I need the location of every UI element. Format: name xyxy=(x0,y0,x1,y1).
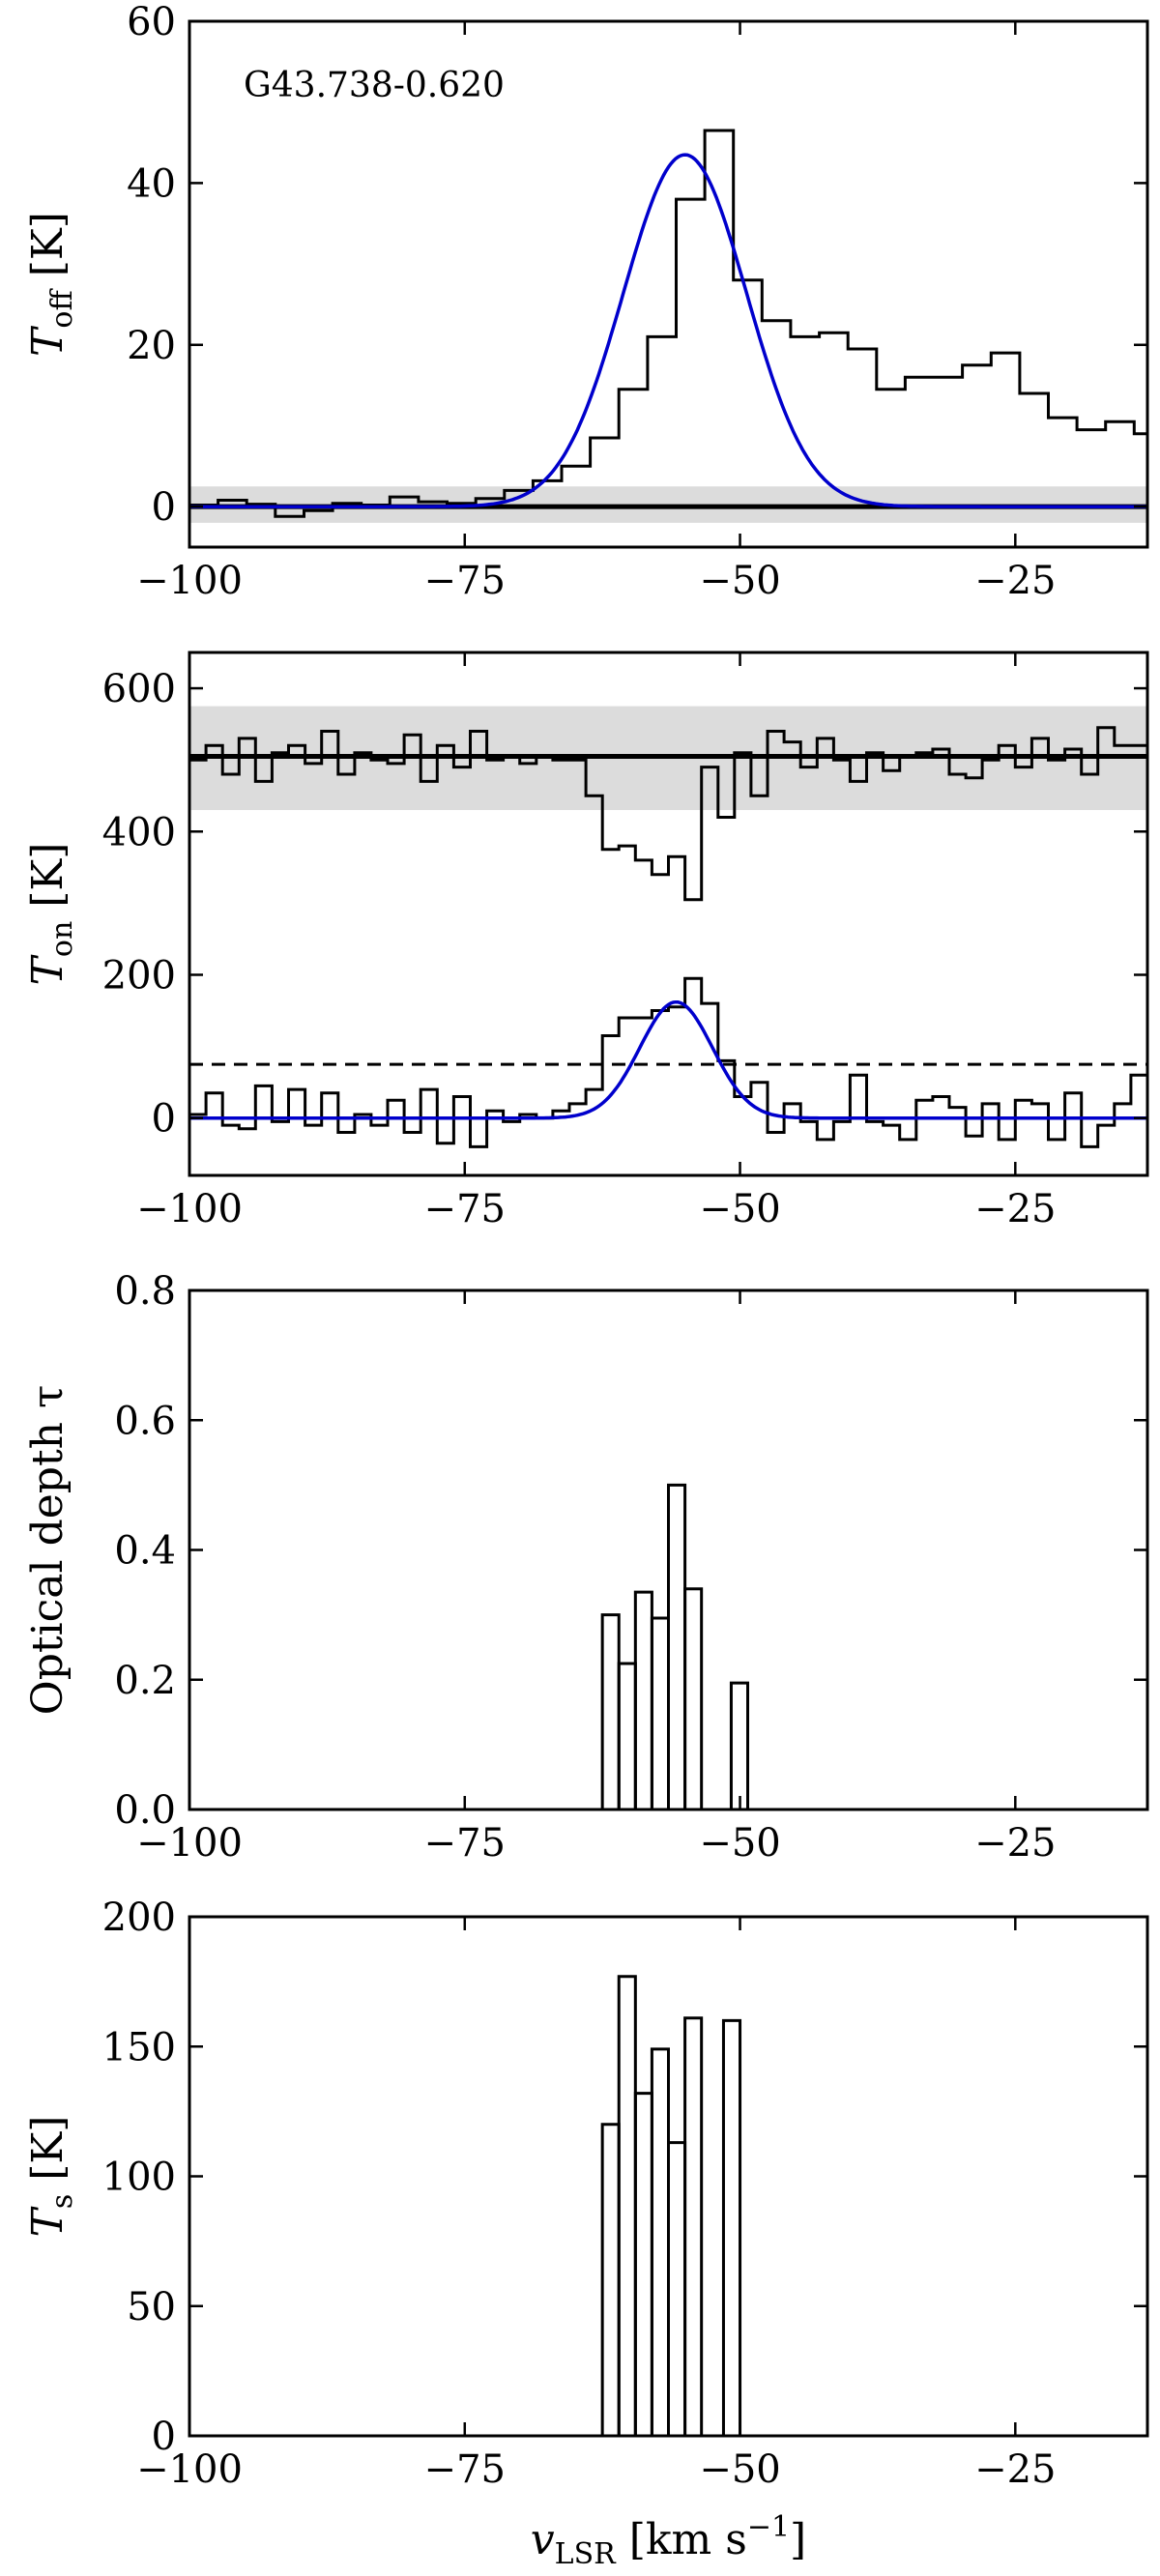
source-name-annotation: G43.738-0.620 xyxy=(244,66,505,105)
ton-panel: −100 −75 −50 −25 0 200 400 600 Ton [K] xyxy=(23,651,1149,1231)
gaussian-fit-curve xyxy=(189,999,1147,1120)
ts-panel: −100 −75 −50 −25 0 50 100 150 200 Ts [K] vLSR [km … xyxy=(23,1896,1149,2571)
y-tick-label: 0.8 xyxy=(114,1269,176,1314)
y-tick-label: 150 xyxy=(102,2025,176,2069)
y-tick-label: 600 xyxy=(102,667,176,711)
upper-spectrum-step-line xyxy=(189,726,1147,902)
y-axis-label: Ts [K] xyxy=(23,2116,79,2238)
y-tick-label: 0.4 xyxy=(114,1529,176,1574)
plot-area xyxy=(189,129,1147,523)
y-tick-label: 20 xyxy=(127,324,176,368)
y-tick-label: 40 xyxy=(127,161,176,206)
histogram-bar xyxy=(617,1662,637,1809)
y-tick-label: 0.6 xyxy=(114,1399,176,1443)
histogram-bar xyxy=(633,2092,653,2436)
x-tick-label: −100 xyxy=(136,2447,243,2492)
histogram-bar xyxy=(667,1483,687,1809)
histogram-bar xyxy=(617,1975,637,2436)
x-tick-label: −25 xyxy=(974,559,1056,603)
y-tick-label: 200 xyxy=(102,1896,176,1940)
x-tick-label: −50 xyxy=(699,1187,780,1231)
histogram-bar xyxy=(683,2016,704,2436)
y-tick-label: 60 xyxy=(127,0,176,44)
histogram-bar xyxy=(600,2123,621,2436)
y-tick-label: 100 xyxy=(102,2156,176,2200)
x-tick-label: −100 xyxy=(136,559,243,603)
toff-panel: −100 −75 −50 −25 0 20 40 60 Toff [K] G43.738-0.62… xyxy=(23,0,1149,603)
x-tick-label: −75 xyxy=(424,559,506,603)
histogram-bar xyxy=(667,2141,687,2436)
x-tick-label: −75 xyxy=(424,1821,506,1866)
x-tick-label: −25 xyxy=(974,1187,1056,1231)
plot-frame xyxy=(188,19,1149,549)
gaussian-fit-curve xyxy=(189,153,1147,508)
y-tick-label: 0 xyxy=(152,2415,176,2459)
histogram-bar xyxy=(721,2018,742,2436)
x-axis-label: vLSR [km s−1] xyxy=(531,2510,806,2571)
x-tick-label: −25 xyxy=(974,1821,1056,1866)
x-tick-label: −75 xyxy=(424,1187,506,1231)
plot-area xyxy=(600,1483,750,1809)
y-axis-label: Toff [K] xyxy=(23,212,79,357)
histogram-bar xyxy=(633,1590,653,1809)
y-axis-label: Ton [K] xyxy=(23,843,79,986)
y-tick-label: 0.2 xyxy=(114,1659,176,1703)
x-tick-label: −75 xyxy=(424,2447,506,2492)
spectrum-step-line xyxy=(189,129,1147,518)
histogram-bar xyxy=(683,1587,704,1809)
x-tick-label: −100 xyxy=(136,1821,243,1866)
y-tick-label: 400 xyxy=(102,810,176,854)
histogram-bar xyxy=(650,1616,670,1809)
plot-area xyxy=(600,1975,742,2436)
x-tick-label: −50 xyxy=(699,559,780,603)
y-axis-label: Optical depth τ xyxy=(23,1385,72,1716)
y-tick-label: 0 xyxy=(152,485,176,530)
x-tick-label: −25 xyxy=(974,2447,1056,2492)
x-tick-label: −50 xyxy=(699,1821,780,1866)
y-tick-label: 0 xyxy=(152,1097,176,1142)
tau-panel: −100 −75 −50 −25 0.0 0.2 0.4 0.6 0.8 Optical dept… xyxy=(23,1269,1149,1866)
y-tick-label: 0.0 xyxy=(114,1788,176,1833)
x-tick-label: −100 xyxy=(136,1187,243,1231)
histogram-bar xyxy=(729,1681,750,1809)
lower-spectrum-step-line xyxy=(189,976,1147,1148)
x-tick-label: −50 xyxy=(699,2447,780,2492)
y-tick-label: 50 xyxy=(127,2285,176,2330)
plot-area xyxy=(189,706,1147,1148)
histogram-bar xyxy=(650,2047,670,2436)
y-tick-label: 200 xyxy=(102,953,176,998)
histogram-bar xyxy=(600,1613,621,1809)
plot-frame xyxy=(188,651,1149,1177)
